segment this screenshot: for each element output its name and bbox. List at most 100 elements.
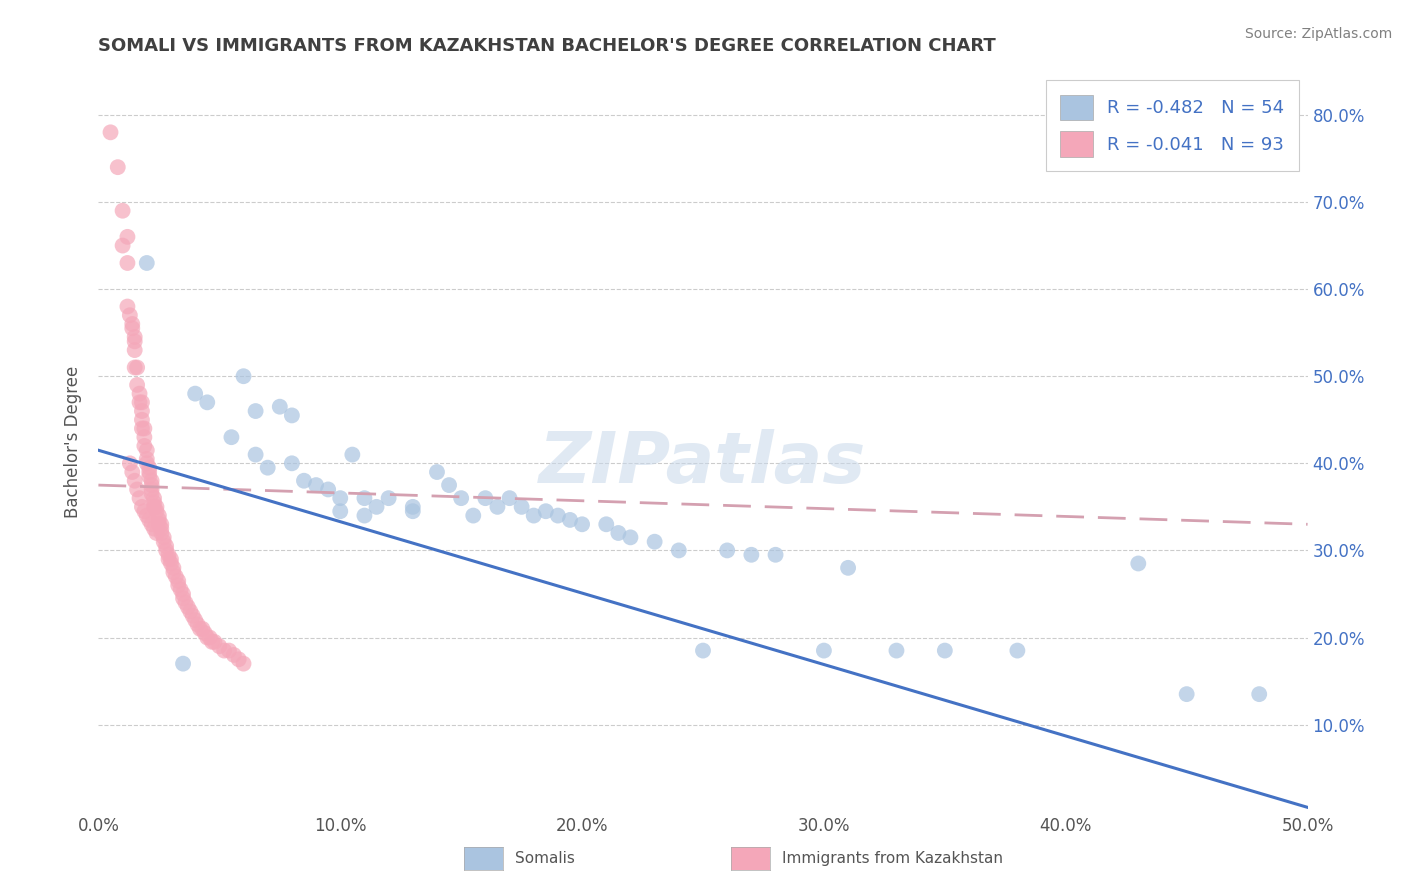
Point (118, 456, 141, 470)
Point (128, 395, 150, 409)
Text: ZIPatlas: ZIPatlas (540, 429, 866, 499)
Point (281, 409, 304, 423)
Point (100, 125, 122, 139)
Point (138, 513, 160, 527)
Point (1007, 643, 1029, 657)
Point (117, 300, 139, 314)
Point (160, 557, 183, 571)
Point (128, 491, 150, 505)
Point (474, 491, 496, 505)
Point (1128, 557, 1150, 571)
Point (498, 491, 520, 505)
Point (558, 513, 581, 527)
Point (179, 604, 201, 618)
Point (165, 569, 187, 583)
Text: Immigrants from Kazakhstan: Immigrants from Kazakhstan (782, 851, 1002, 866)
Point (145, 526, 167, 541)
Point (218, 643, 240, 657)
Text: Source: ZipAtlas.com: Source: ZipAtlas.com (1244, 27, 1392, 41)
Point (463, 508, 485, 523)
Point (619, 530, 641, 544)
Point (150, 517, 173, 532)
Point (886, 643, 908, 657)
Point (377, 491, 399, 505)
Point (366, 500, 388, 514)
Point (150, 526, 173, 541)
Point (135, 452, 157, 467)
Point (221, 430, 243, 444)
Legend: R = -0.482   N = 54, R = -0.041   N = 93: R = -0.482 N = 54, R = -0.041 N = 93 (1046, 80, 1299, 171)
Point (124, 360, 146, 375)
Point (172, 591, 194, 606)
Point (204, 635, 226, 649)
Point (162, 561, 184, 575)
Point (292, 474, 315, 488)
Point (167, 574, 190, 588)
Point (157, 552, 180, 566)
Point (162, 565, 184, 579)
Point (141, 483, 163, 497)
Point (191, 622, 214, 636)
Point (353, 508, 375, 523)
Point (837, 561, 859, 575)
Point (131, 500, 153, 514)
Point (316, 483, 339, 497)
Point (716, 543, 738, 558)
Point (353, 491, 375, 505)
Point (934, 643, 956, 657)
Point (329, 504, 352, 518)
Point (127, 360, 149, 375)
Point (607, 526, 630, 541)
Point (143, 500, 166, 514)
Point (121, 321, 143, 335)
Point (181, 608, 204, 623)
Point (402, 500, 425, 514)
Point (141, 478, 163, 492)
Point (148, 517, 170, 532)
Point (644, 534, 666, 549)
Point (143, 522, 166, 536)
Point (329, 491, 352, 505)
Point (342, 448, 364, 462)
Point (134, 439, 156, 453)
Point (174, 596, 197, 610)
Point (195, 395, 218, 409)
Text: Somalis: Somalis (515, 851, 575, 866)
Point (111, 238, 134, 252)
Point (232, 369, 254, 384)
Point (222, 648, 245, 662)
Point (135, 456, 157, 470)
Point (1175, 687, 1198, 701)
Point (138, 460, 160, 475)
Point (128, 386, 150, 401)
Point (523, 508, 546, 523)
Point (138, 469, 160, 483)
Point (150, 522, 173, 536)
Point (547, 508, 569, 523)
Point (121, 317, 143, 331)
Point (155, 543, 177, 558)
Point (118, 308, 141, 322)
Point (143, 495, 166, 509)
Point (148, 508, 170, 523)
Point (450, 491, 472, 505)
Point (141, 487, 163, 501)
Point (256, 460, 278, 475)
Point (141, 474, 163, 488)
Point (145, 504, 167, 518)
Point (228, 652, 250, 666)
Point (134, 430, 156, 444)
Point (510, 500, 533, 514)
Point (135, 443, 157, 458)
Point (245, 448, 267, 462)
Point (198, 631, 221, 645)
Point (127, 483, 149, 497)
Point (167, 578, 190, 592)
Point (131, 395, 153, 409)
Point (740, 548, 762, 562)
Point (692, 643, 714, 657)
Point (134, 504, 156, 518)
Point (127, 378, 149, 392)
Point (668, 543, 690, 558)
Point (131, 421, 153, 435)
